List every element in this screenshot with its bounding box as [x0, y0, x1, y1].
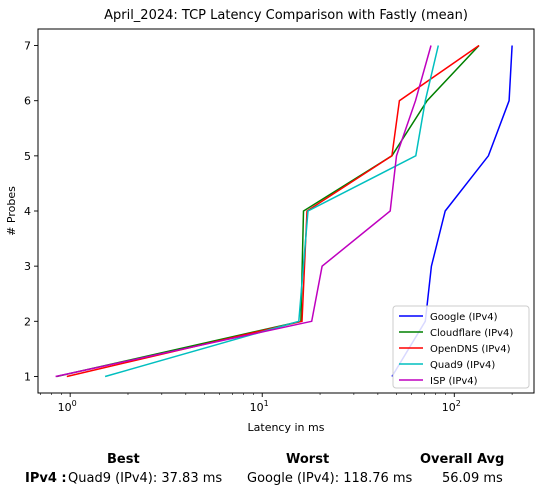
- legend-label: ISP (IPv4): [430, 376, 478, 387]
- y-axis-label: # Probes: [5, 186, 18, 236]
- series-layer: [55, 44, 513, 378]
- legend-box: [392, 305, 530, 389]
- series-line-4: [55, 45, 432, 378]
- y-axis-ticks: 1 2 3 4 5 6 7: [24, 40, 38, 383]
- legend-label: Google (IPv4): [430, 312, 498, 323]
- x-axis-ticks: 100 101 102: [40, 393, 513, 414]
- latency-chart: April_2024: TCP Latency Comparison with …: [5, 8, 535, 434]
- x-axis-label: Latency in ms: [248, 421, 325, 434]
- y-tick-label: 5: [24, 150, 31, 163]
- summary-row-label: IPv4 :: [25, 471, 67, 486]
- chart-title: April_2024: TCP Latency Comparison with …: [104, 8, 468, 23]
- legend-label: OpenDNS (IPv4): [430, 344, 511, 355]
- y-tick-label: 2: [24, 315, 31, 328]
- y-tick-label: 3: [24, 260, 31, 273]
- legend-label: Cloudflare (IPv4): [430, 328, 513, 339]
- x-tick-label: 101: [250, 399, 269, 414]
- y-tick-label: 6: [24, 95, 31, 108]
- summary-avg-header: Overall Avg: [420, 452, 505, 467]
- x-tick-label: 102: [442, 399, 461, 414]
- legend-label: Quad9 (IPv4): [430, 360, 495, 371]
- summary-worst-header: Worst: [286, 452, 330, 467]
- series-line-3: [104, 45, 440, 378]
- summary-best-header: Best: [107, 452, 140, 467]
- chart-legend: Google (IPv4) Cloudflare (IPv4) OpenDNS (I…: [392, 305, 530, 389]
- series-line-2: [66, 44, 480, 378]
- summary-best-value: Quad9 (IPv4): 37.83 ms: [68, 471, 223, 486]
- x-tick-label: 100: [58, 399, 77, 414]
- y-tick-label: 1: [24, 370, 31, 383]
- summary-avg-value: 56.09 ms: [442, 471, 503, 486]
- y-tick-label: 4: [24, 205, 31, 218]
- y-tick-label: 7: [24, 40, 31, 53]
- summary-worst-value: Google (IPv4): 118.76 ms: [247, 471, 413, 486]
